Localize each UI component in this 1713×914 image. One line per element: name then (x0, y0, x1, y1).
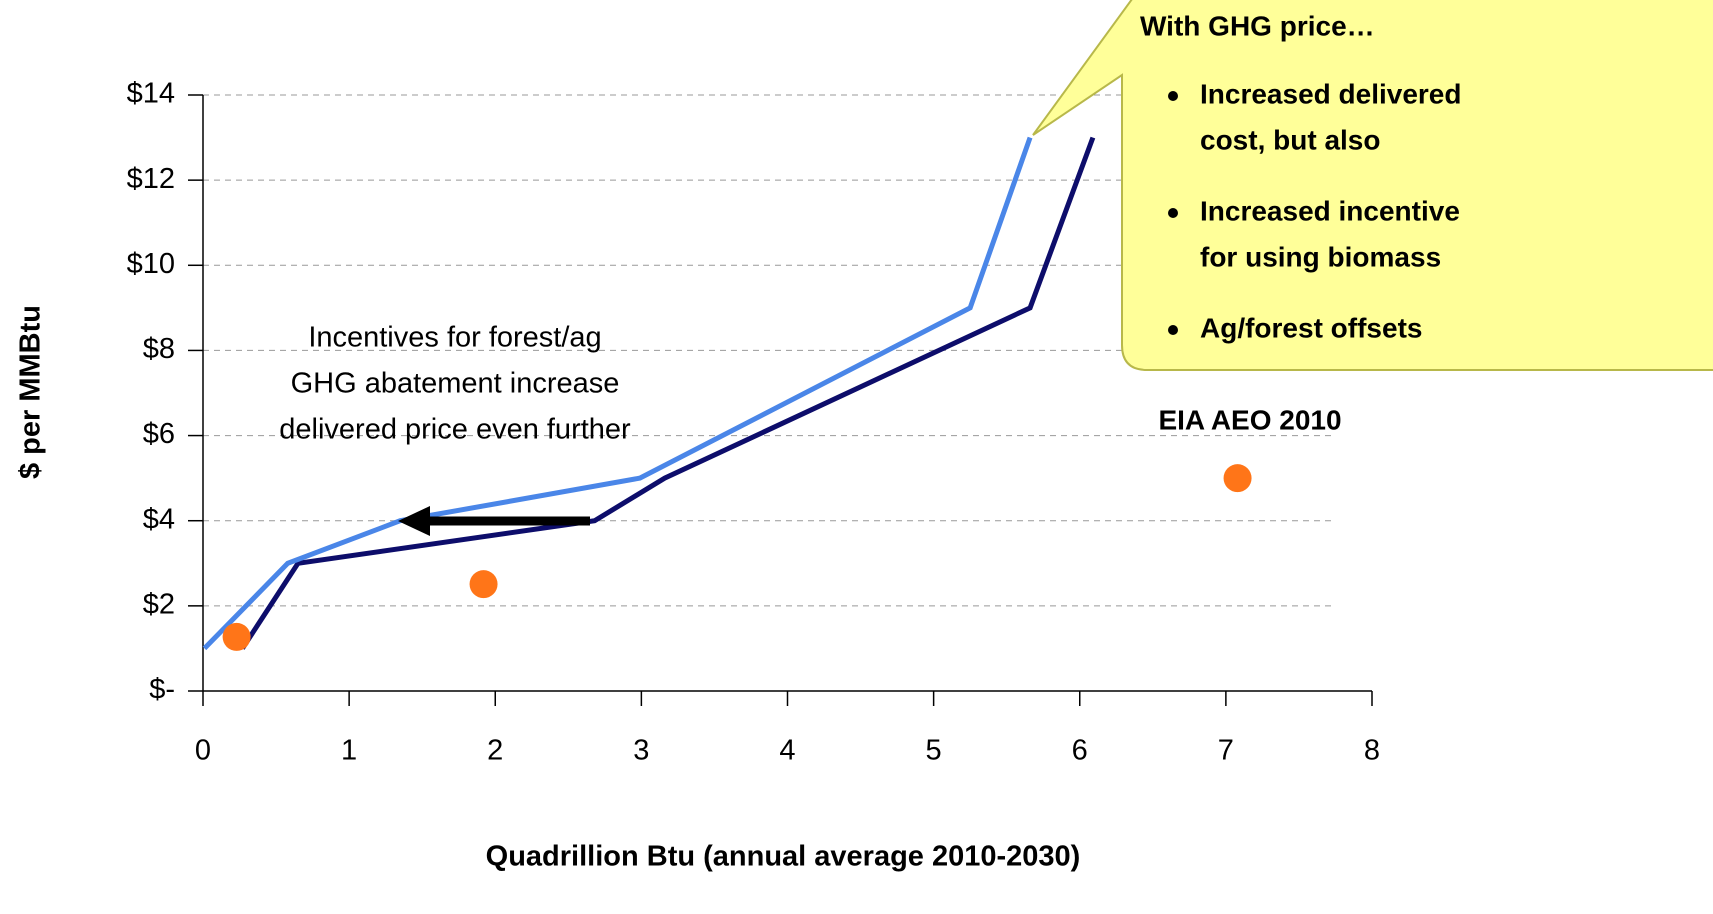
x-tick-label: 3 (633, 735, 649, 767)
y-tick-label: $14 (127, 78, 175, 110)
x-tick-label: 4 (779, 735, 795, 767)
callout-bullets: Increased delivered cost, but also Increas… (1168, 78, 1461, 343)
x-tick-label: 1 (341, 735, 357, 767)
bullet (1168, 325, 1178, 335)
series-line (202, 136, 1033, 651)
callout-bullet-text: Increased incentive (1200, 195, 1460, 226)
series-line (240, 136, 1096, 650)
y-tick-label: $4 (143, 503, 175, 535)
grid (203, 94, 1335, 607)
point (469, 570, 498, 599)
y-tick-label: $10 (127, 248, 175, 280)
x-tick-label: 5 (926, 735, 942, 767)
callout-box (1032, 0, 1713, 371)
axes: $- $2 $4 $6 $8 $10 $12 $14 0 1 2 3 4 5 6 7 8 (127, 78, 1380, 767)
y-axis-title: $ per MMBtu (15, 305, 47, 479)
callout-bullet-text: cost, but also (1200, 124, 1380, 155)
x-tick-label: 2 (487, 735, 503, 767)
x-tick-label: 6 (1072, 735, 1088, 767)
callout-bullet-text: for using biomass (1200, 241, 1441, 272)
y-tick-label: $8 (143, 333, 175, 365)
y-tick-label: $- (149, 674, 175, 706)
marks (202, 136, 1252, 651)
x-axis-title: Quadrillion Btu (annual average 2010-203… (486, 841, 1081, 873)
annotation-line: GHG abatement increase (291, 368, 620, 400)
point (222, 622, 251, 651)
x-tick-label: 8 (1364, 735, 1380, 767)
annotation-label: EIA AEO 2010 (1158, 404, 1341, 435)
callout-bullet-text: Increased delivered (1200, 78, 1461, 109)
x-tick-label: 0 (195, 735, 211, 767)
callout-bullet-text: Ag/forest offsets (1200, 312, 1422, 343)
y-tick-label: $2 (143, 589, 175, 621)
annotation-line: delivered price even further (279, 414, 631, 446)
y-tick-label: $6 (143, 418, 175, 450)
bullet (1168, 91, 1178, 101)
arrow-head (398, 506, 430, 536)
bullet (1168, 208, 1178, 218)
x-tick-label: 7 (1218, 735, 1234, 767)
callout-title: With GHG price… (1140, 10, 1375, 41)
annotation-line: Incentives for forest/ag (308, 322, 601, 354)
point (1223, 464, 1252, 493)
y-tick-label: $12 (127, 163, 175, 195)
